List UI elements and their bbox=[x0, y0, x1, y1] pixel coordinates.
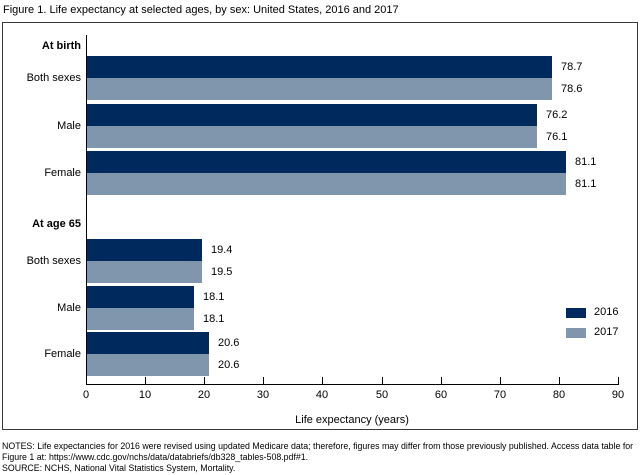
x-axis-tick-label: 50 bbox=[375, 389, 389, 401]
legend-label-2017: 2017 bbox=[594, 326, 619, 338]
figure-notes: NOTES: Life expectancies for 2016 were r… bbox=[2, 441, 638, 474]
bar-2017 bbox=[87, 173, 566, 195]
legend-label-2016: 2016 bbox=[594, 306, 619, 318]
x-axis-title: Life expectancy (years) bbox=[295, 414, 409, 426]
bar-value-label: 19.5 bbox=[211, 266, 233, 278]
figure-title: Figure 1. Life expectancy at selected ag… bbox=[3, 4, 399, 16]
x-axis-tick-label: 10 bbox=[138, 389, 152, 401]
x-axis-tick bbox=[263, 377, 264, 384]
bar-2016 bbox=[87, 239, 202, 261]
category-label: Female bbox=[44, 348, 81, 360]
bar-value-label: 18.1 bbox=[203, 291, 225, 303]
bar-value-label: 20.6 bbox=[218, 359, 240, 371]
bar-2016 bbox=[87, 332, 209, 354]
x-axis-tick bbox=[559, 377, 560, 384]
notes-line-1: NOTES: Life expectancies for 2016 were r… bbox=[2, 441, 634, 451]
group-header: At birth bbox=[41, 40, 81, 52]
bar-value-label: 81.1 bbox=[575, 156, 597, 168]
bar-2017 bbox=[87, 126, 537, 148]
group-header: At age 65 bbox=[32, 218, 81, 230]
category-label: Both sexes bbox=[26, 72, 81, 84]
y-axis-line bbox=[86, 35, 87, 384]
bar-2017 bbox=[87, 78, 552, 100]
bar-value-label: 76.2 bbox=[546, 109, 568, 121]
bar-2017 bbox=[87, 354, 209, 376]
x-axis-tick-label: 60 bbox=[434, 389, 448, 401]
source-line: SOURCE: NCHS, National Vital Statistics … bbox=[2, 463, 236, 473]
bar-2016 bbox=[87, 104, 537, 126]
category-label: Both sexes bbox=[26, 255, 81, 267]
bar-value-label: 78.6 bbox=[561, 83, 583, 95]
x-axis-tick bbox=[322, 377, 323, 384]
category-label: Male bbox=[57, 302, 81, 314]
bar-2017 bbox=[87, 261, 202, 283]
x-axis-tick-label: 0 bbox=[82, 389, 90, 401]
x-axis-line bbox=[86, 384, 619, 385]
bar-2017 bbox=[87, 308, 194, 330]
chart-area: 0 10 20 30 40 50 60 70 80 90 At birth Both sexes 78.… bbox=[2, 22, 638, 430]
bar-2016 bbox=[87, 151, 566, 173]
x-axis-tick bbox=[441, 377, 442, 384]
x-axis-tick-label: 20 bbox=[197, 389, 211, 401]
bar-value-label: 76.1 bbox=[546, 131, 568, 143]
category-label: Female bbox=[44, 167, 81, 179]
plot-region: 0 10 20 30 40 50 60 70 80 90 At birth Both sexes 78.… bbox=[3, 23, 637, 429]
x-axis-tick bbox=[618, 377, 619, 384]
legend-item-2017: 2017 bbox=[566, 327, 618, 338]
bar-2016 bbox=[87, 56, 552, 78]
legend-swatch-2016 bbox=[566, 307, 586, 318]
legend-item-2016: 2016 bbox=[566, 307, 618, 318]
legend-swatch-2017 bbox=[566, 327, 586, 338]
bar-2016 bbox=[87, 286, 194, 308]
x-axis-tick bbox=[86, 377, 87, 384]
bar-value-label: 19.4 bbox=[211, 244, 233, 256]
bar-value-label: 18.1 bbox=[203, 313, 225, 325]
bar-value-label: 20.6 bbox=[218, 337, 240, 349]
bar-value-label: 81.1 bbox=[575, 178, 597, 190]
bar-value-label: 78.7 bbox=[561, 61, 583, 73]
x-axis-tick-label: 90 bbox=[611, 389, 625, 401]
x-axis-tick bbox=[145, 377, 146, 384]
notes-line-2: Figure 1 at: https://www.cdc.gov/nchs/da… bbox=[2, 452, 309, 462]
x-axis-tick-label: 30 bbox=[256, 389, 270, 401]
x-axis-tick-label: 40 bbox=[315, 389, 329, 401]
category-label: Male bbox=[57, 120, 81, 132]
x-axis-tick-label: 80 bbox=[552, 389, 566, 401]
x-axis-tick bbox=[382, 377, 383, 384]
x-axis-tick bbox=[204, 377, 205, 384]
x-axis-tick-label: 70 bbox=[493, 389, 507, 401]
x-axis-tick bbox=[500, 377, 501, 384]
